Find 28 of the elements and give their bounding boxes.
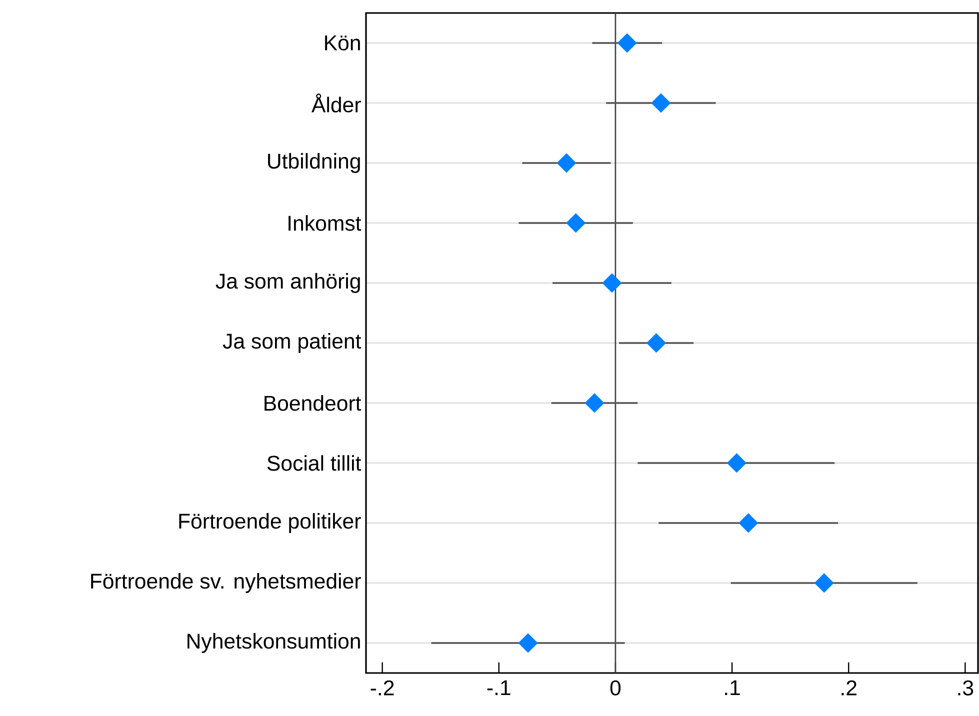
point — [646, 333, 666, 353]
point — [556, 153, 576, 173]
point — [566, 213, 586, 233]
point — [518, 633, 538, 653]
point — [602, 273, 622, 293]
point — [727, 453, 746, 473]
y-tick-label: Kön — [325, 36, 360, 50]
y-tick-label: Utbildning — [268, 153, 360, 173]
y-tick-label: Förtroende politiker — [179, 513, 361, 533]
x-tick-label: -.1 — [487, 680, 510, 696]
x-tick-label: .3 — [958, 680, 974, 696]
point — [814, 573, 834, 593]
y-tick-label: Förtroende sv. nyhetsmedier — [91, 573, 361, 593]
x-tick-label: -.2 — [370, 680, 394, 696]
point — [617, 33, 637, 53]
point — [584, 393, 604, 413]
point — [651, 93, 671, 113]
y-tick-label: Ja som patient — [222, 333, 362, 353]
y-tick-label: Ja som anhörig — [216, 273, 360, 293]
y-tick-label: Inkomst — [288, 215, 362, 231]
x-tick-label: .1 — [725, 680, 740, 696]
point — [738, 513, 758, 533]
y-tick-label: Ålder — [312, 94, 361, 112]
y-tick-label: Boendeort — [264, 395, 362, 411]
y-tick-label: Social tillit — [267, 455, 362, 471]
y-tick-label: Nyhetskonsumtion — [188, 633, 360, 653]
x-tick-label: .2 — [842, 680, 856, 696]
x-tick-label: 0 — [610, 680, 621, 696]
